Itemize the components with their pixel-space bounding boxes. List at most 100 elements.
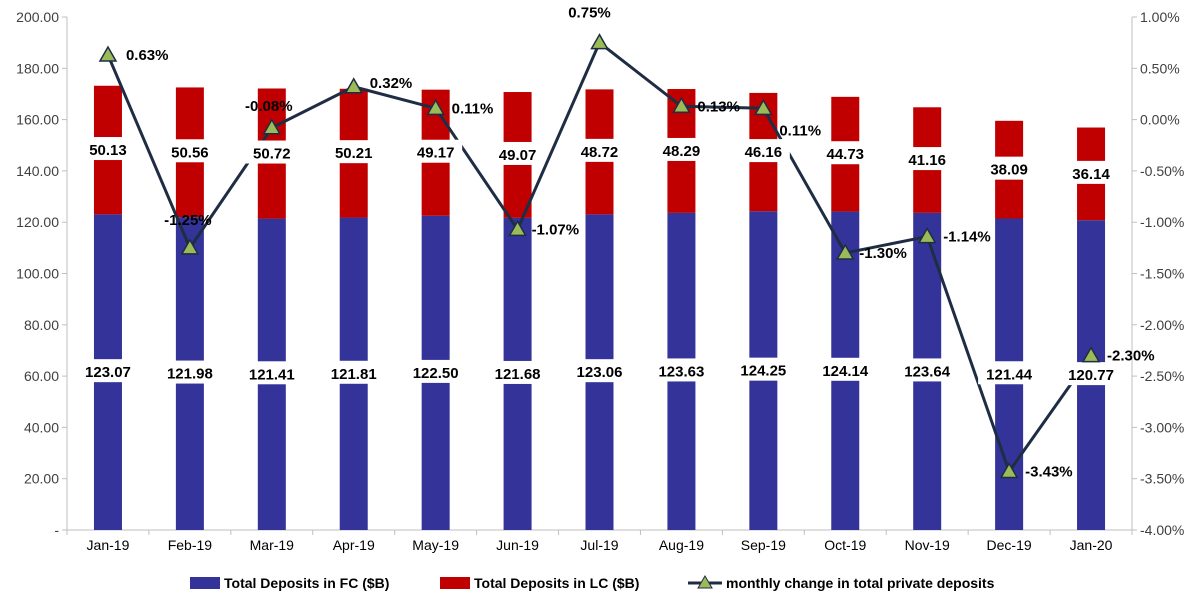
- x-tick-label: Jan-20: [1070, 537, 1113, 553]
- x-tick-label: Oct-19: [824, 537, 866, 553]
- x-tick-label: Jan-19: [87, 537, 130, 553]
- data-label-lc-bg: [491, 141, 545, 165]
- data-label-fc-bg: [896, 358, 959, 382]
- right-tick-label: 0.50%: [1140, 60, 1180, 76]
- data-label-lc-bg: [327, 140, 381, 164]
- data-label-fc: 121.81: [331, 366, 377, 383]
- legend-label-line: monthly change in total private deposits: [726, 575, 995, 591]
- data-label-change: -0.08%: [245, 98, 293, 115]
- left-tick-label: 100.00: [16, 266, 59, 282]
- data-label-lc-bg: [654, 137, 708, 161]
- data-label-fc: 123.64: [904, 363, 951, 380]
- right-tick-label: -0.50%: [1140, 163, 1184, 179]
- right-tick-label: -1.50%: [1140, 266, 1184, 282]
- data-label-change: -3.43%: [1025, 464, 1073, 481]
- data-label-fc-bg: [158, 360, 221, 384]
- right-tick-label: -3.50%: [1140, 471, 1184, 487]
- data-label-lc: 38.09: [990, 162, 1028, 179]
- data-label-lc: 48.72: [581, 144, 619, 161]
- data-label-lc-bg: [245, 140, 299, 164]
- data-label-fc: 121.98: [167, 366, 213, 383]
- x-tick-label: Dec-19: [987, 537, 1032, 553]
- data-label-change: -1.30%: [859, 245, 907, 262]
- data-label-fc-bg: [732, 357, 795, 381]
- data-label-change: -1.14%: [943, 229, 991, 246]
- data-label-change: 0.11%: [452, 100, 494, 117]
- data-label-lc: 50.13: [89, 142, 127, 159]
- left-tick-label: 180.00: [16, 60, 59, 76]
- data-label-fc: 121.68: [495, 366, 541, 383]
- data-label-change: 0.11%: [779, 122, 821, 139]
- data-label-fc: 121.41: [249, 366, 295, 383]
- triangle-marker-icon: [180, 238, 200, 255]
- data-label-fc-bg: [240, 361, 303, 385]
- x-tick-label: Apr-19: [333, 537, 375, 553]
- data-label-fc-bg: [486, 360, 549, 384]
- right-tick-label: -1.00%: [1140, 214, 1184, 230]
- data-label-fc: 123.07: [85, 364, 131, 381]
- left-tick-label: 60.00: [24, 368, 59, 384]
- x-tick-label: Aug-19: [659, 537, 704, 553]
- right-tick-label: -3.00%: [1140, 419, 1184, 435]
- data-label-lc-bg: [900, 147, 954, 171]
- data-label-change: 0.75%: [568, 5, 611, 22]
- data-label-lc-bg: [81, 137, 135, 161]
- data-label-fc: 124.25: [740, 363, 786, 380]
- left-tick-label: 40.00: [24, 419, 59, 435]
- data-label-lc: 50.21: [335, 145, 373, 162]
- data-label-lc-bg: [818, 141, 872, 165]
- x-tick-label: Jun-19: [496, 537, 539, 553]
- triangle-marker-icon: [672, 96, 691, 114]
- data-label-change: -1.07%: [532, 221, 580, 238]
- data-label-change: -2.30%: [1107, 348, 1155, 365]
- data-label-fc-bg: [1060, 362, 1123, 386]
- left-tick-label: 140.00: [16, 163, 59, 179]
- data-label-fc-bg: [978, 361, 1041, 385]
- legend-swatch-fc: [190, 577, 220, 589]
- data-label-fc: 124.14: [822, 363, 869, 380]
- data-label-lc: 46.16: [745, 144, 783, 161]
- right-tick-label: -2.50%: [1140, 368, 1184, 384]
- right-tick-label: -4.00%: [1140, 522, 1184, 538]
- left-tick-label: 20.00: [24, 471, 59, 487]
- left-tick-label: 200.00: [16, 9, 59, 25]
- data-label-fc: 123.06: [577, 364, 623, 381]
- data-label-lc-bg: [573, 138, 626, 162]
- triangle-marker-icon: [508, 219, 527, 237]
- triangle-marker-icon: [262, 118, 282, 135]
- x-tick-label: Mar-19: [250, 537, 295, 553]
- triangle-marker-icon: [98, 45, 118, 62]
- triangle-marker-icon: [1081, 346, 1101, 363]
- x-tick-label: Jul-19: [580, 537, 618, 553]
- data-label-lc: 41.16: [908, 152, 946, 169]
- data-label-lc: 48.29: [663, 143, 701, 160]
- data-label-change: 0.32%: [370, 75, 413, 92]
- data-label-fc-bg: [814, 357, 877, 381]
- triangle-marker-icon: [344, 77, 364, 94]
- left-tick-label: 120.00: [16, 214, 59, 230]
- x-tick-label: May-19: [412, 537, 459, 553]
- legend-label-lc: Total Deposits in LC ($B): [474, 575, 639, 591]
- triangle-marker-icon: [917, 227, 937, 244]
- x-tick-label: Feb-19: [168, 537, 213, 553]
- data-label-fc: 122.50: [413, 365, 459, 382]
- legend-triangle-icon: [697, 575, 713, 589]
- triangle-marker-icon: [590, 33, 609, 50]
- triangle-marker-icon: [835, 243, 855, 260]
- data-label-fc: 120.77: [1068, 367, 1114, 384]
- right-tick-label: -2.00%: [1140, 317, 1184, 333]
- left-tick-label: 80.00: [24, 317, 59, 333]
- data-label-lc-bg: [1064, 160, 1118, 184]
- data-label-lc: 36.14: [1072, 166, 1110, 183]
- data-label-change: 0.13%: [697, 98, 740, 115]
- triangle-marker-icon: [426, 98, 445, 116]
- data-label-lc-bg: [409, 139, 463, 163]
- x-tick-label: Nov-19: [905, 537, 950, 553]
- right-tick-label: 1.00%: [1140, 9, 1180, 25]
- data-label-change: -1.25%: [164, 212, 212, 229]
- legend-swatch-lc: [440, 577, 470, 589]
- data-label-lc-bg: [736, 139, 790, 163]
- left-tick-label: -: [54, 522, 59, 538]
- data-label-fc-bg: [322, 360, 385, 384]
